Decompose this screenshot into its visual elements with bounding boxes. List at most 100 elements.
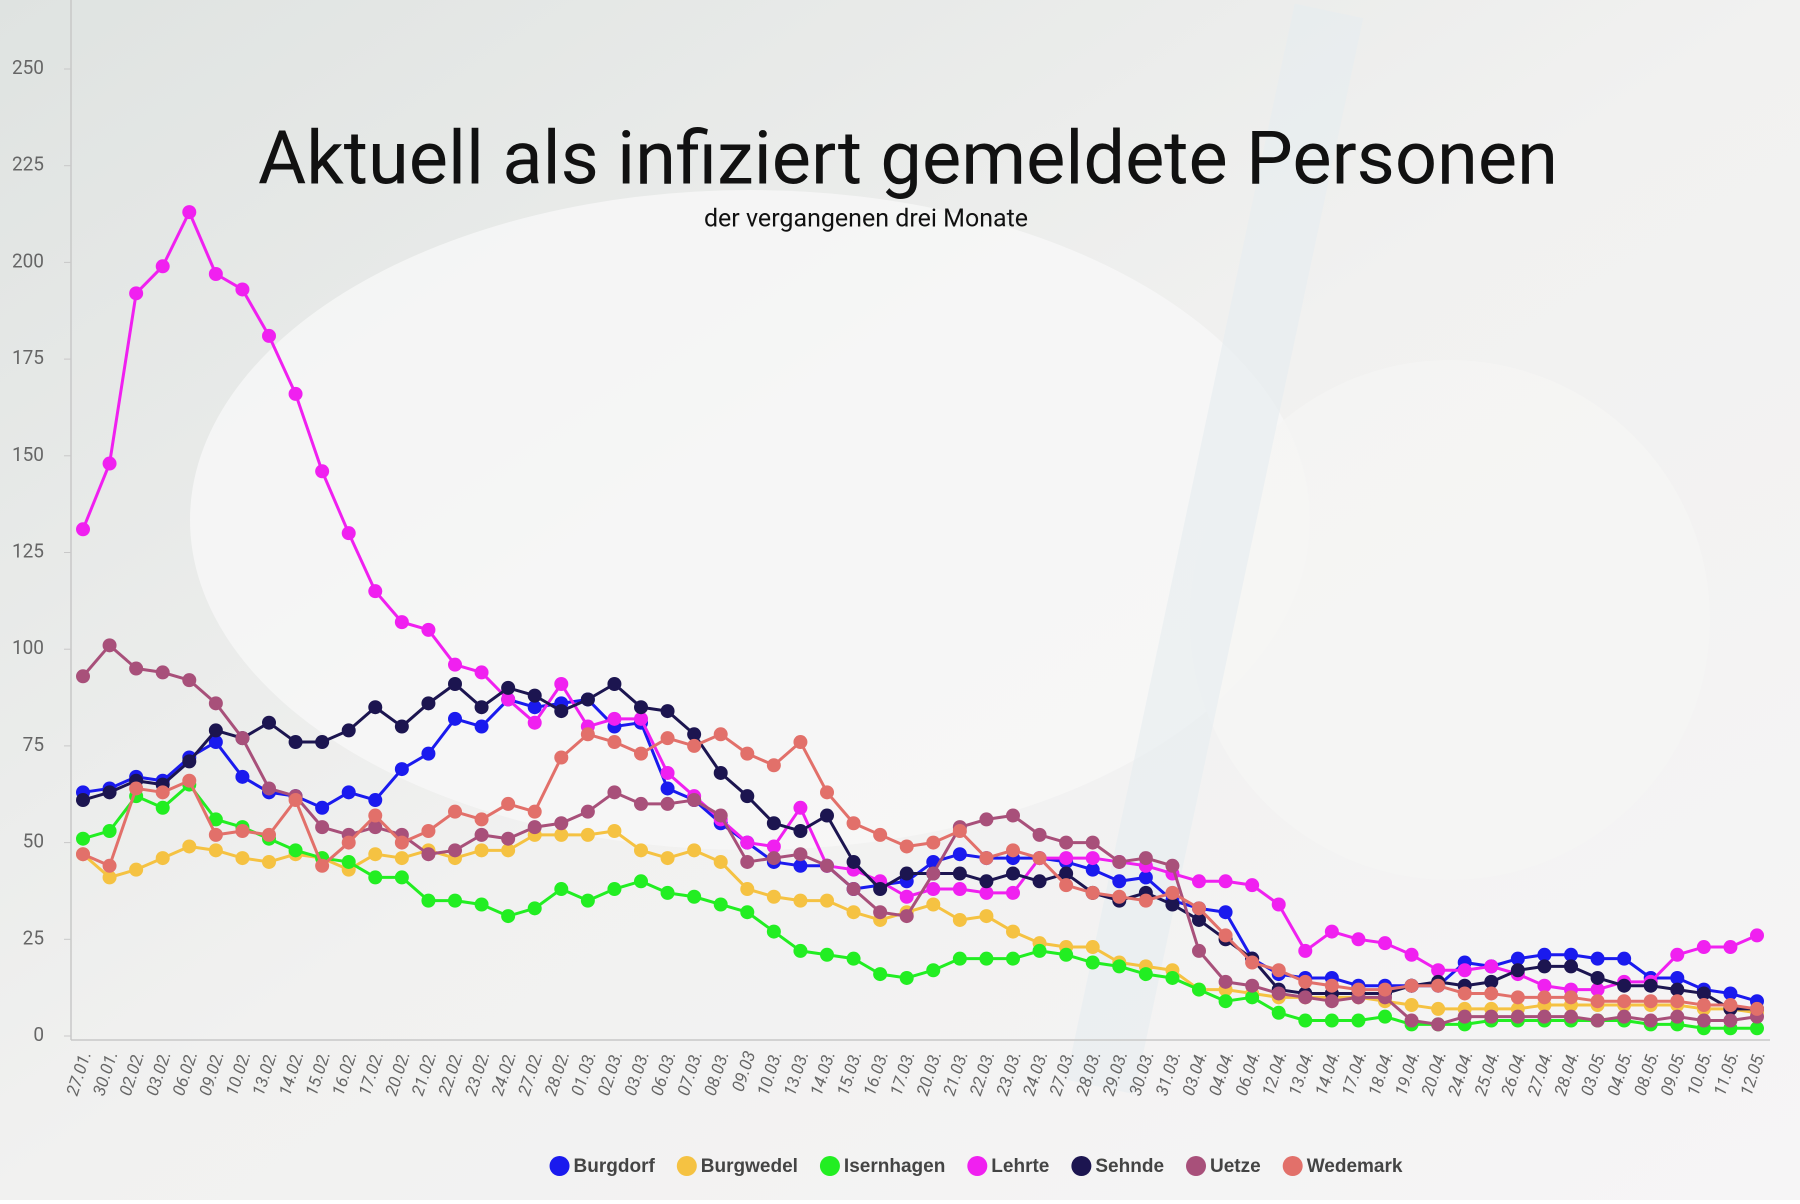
data-point xyxy=(554,677,569,692)
legend-marker xyxy=(676,1156,697,1176)
data-point xyxy=(580,893,595,908)
legend-label: Burgwedel xyxy=(701,1156,798,1177)
data-point xyxy=(1218,928,1233,943)
data-point xyxy=(129,862,144,877)
data-point xyxy=(368,808,383,823)
data-point xyxy=(1059,947,1074,962)
data-point xyxy=(1617,951,1632,966)
data-point xyxy=(660,765,675,780)
series-line xyxy=(82,732,1758,1011)
y-tick-label: 0 xyxy=(33,1023,44,1046)
data-point xyxy=(1112,889,1127,904)
data-point xyxy=(368,870,383,885)
data-point xyxy=(235,282,250,297)
data-point xyxy=(501,796,516,811)
data-point xyxy=(580,727,595,742)
y-tick-label: 125 xyxy=(12,540,44,563)
data-point xyxy=(634,746,648,761)
data-point xyxy=(740,854,755,869)
data-point xyxy=(820,893,834,908)
data-point xyxy=(1165,897,1180,912)
data-point xyxy=(1059,851,1074,866)
data-point xyxy=(1643,978,1658,993)
data-point xyxy=(474,719,489,734)
data-point xyxy=(1165,970,1180,985)
data-point xyxy=(1192,912,1206,927)
data-point xyxy=(262,328,276,343)
data-point xyxy=(766,851,781,866)
data-point xyxy=(1404,998,1419,1013)
data-point xyxy=(899,866,914,881)
data-point xyxy=(262,715,276,730)
data-point xyxy=(899,909,914,924)
data-point xyxy=(793,858,808,873)
data-point xyxy=(341,526,356,541)
data-point xyxy=(1032,874,1047,889)
data-point xyxy=(873,827,888,842)
data-point xyxy=(394,719,409,734)
data-point xyxy=(421,823,436,838)
data-point xyxy=(1192,901,1206,916)
data-point xyxy=(1670,1009,1685,1024)
data-point xyxy=(262,827,276,842)
legend-marker xyxy=(1282,1156,1303,1176)
data-point xyxy=(1484,1009,1499,1024)
data-point xyxy=(580,827,595,842)
series-line xyxy=(82,829,1758,1015)
legend-item: Sehnde xyxy=(1071,1156,1164,1177)
data-point xyxy=(554,704,569,719)
data-point xyxy=(1085,940,1100,955)
data-point xyxy=(102,456,117,471)
data-point xyxy=(1138,851,1153,866)
data-point xyxy=(607,785,622,800)
series-line xyxy=(82,682,1757,1011)
data-point xyxy=(368,847,383,862)
data-point xyxy=(208,843,223,858)
data-point xyxy=(208,267,223,282)
legend-label: Isernhagen xyxy=(844,1156,945,1177)
data-point xyxy=(102,823,117,838)
data-point xyxy=(288,843,303,858)
data-point xyxy=(1218,974,1233,989)
data-point xyxy=(1590,970,1605,985)
data-point xyxy=(1378,982,1392,997)
data-point xyxy=(554,750,569,765)
data-point xyxy=(262,854,276,869)
data-point xyxy=(102,785,117,800)
legend-item: Burgwedel xyxy=(676,1156,798,1177)
data-point xyxy=(1537,978,1552,993)
data-point xyxy=(926,882,941,897)
data-point xyxy=(634,711,648,726)
data-point xyxy=(713,854,728,869)
data-point xyxy=(1192,943,1206,958)
data-point xyxy=(846,854,861,869)
legend-item: Uetze xyxy=(1186,1156,1261,1177)
data-point xyxy=(899,970,914,985)
data-point xyxy=(660,731,675,746)
data-point xyxy=(394,870,409,885)
data-point xyxy=(1271,897,1286,912)
data-point xyxy=(501,680,516,695)
data-point xyxy=(288,386,303,401)
data-point xyxy=(1298,974,1313,989)
data-point xyxy=(1617,994,1632,1009)
data-point xyxy=(1564,990,1578,1005)
data-point xyxy=(76,669,90,684)
data-point xyxy=(315,800,330,815)
data-point xyxy=(235,769,250,784)
data-point xyxy=(394,835,409,850)
data-point xyxy=(102,870,117,885)
data-point xyxy=(793,943,808,958)
data-point xyxy=(1378,1009,1392,1024)
data-point xyxy=(1431,1001,1446,1016)
data-point xyxy=(1537,990,1552,1005)
data-point xyxy=(182,673,197,688)
data-point xyxy=(448,843,462,858)
data-point xyxy=(1723,1013,1738,1028)
data-point xyxy=(129,661,144,676)
data-point xyxy=(1510,963,1525,978)
data-point xyxy=(1112,874,1127,889)
data-point xyxy=(1643,994,1658,1009)
y-tick-label: 175 xyxy=(12,346,44,369)
data-point xyxy=(846,816,861,831)
